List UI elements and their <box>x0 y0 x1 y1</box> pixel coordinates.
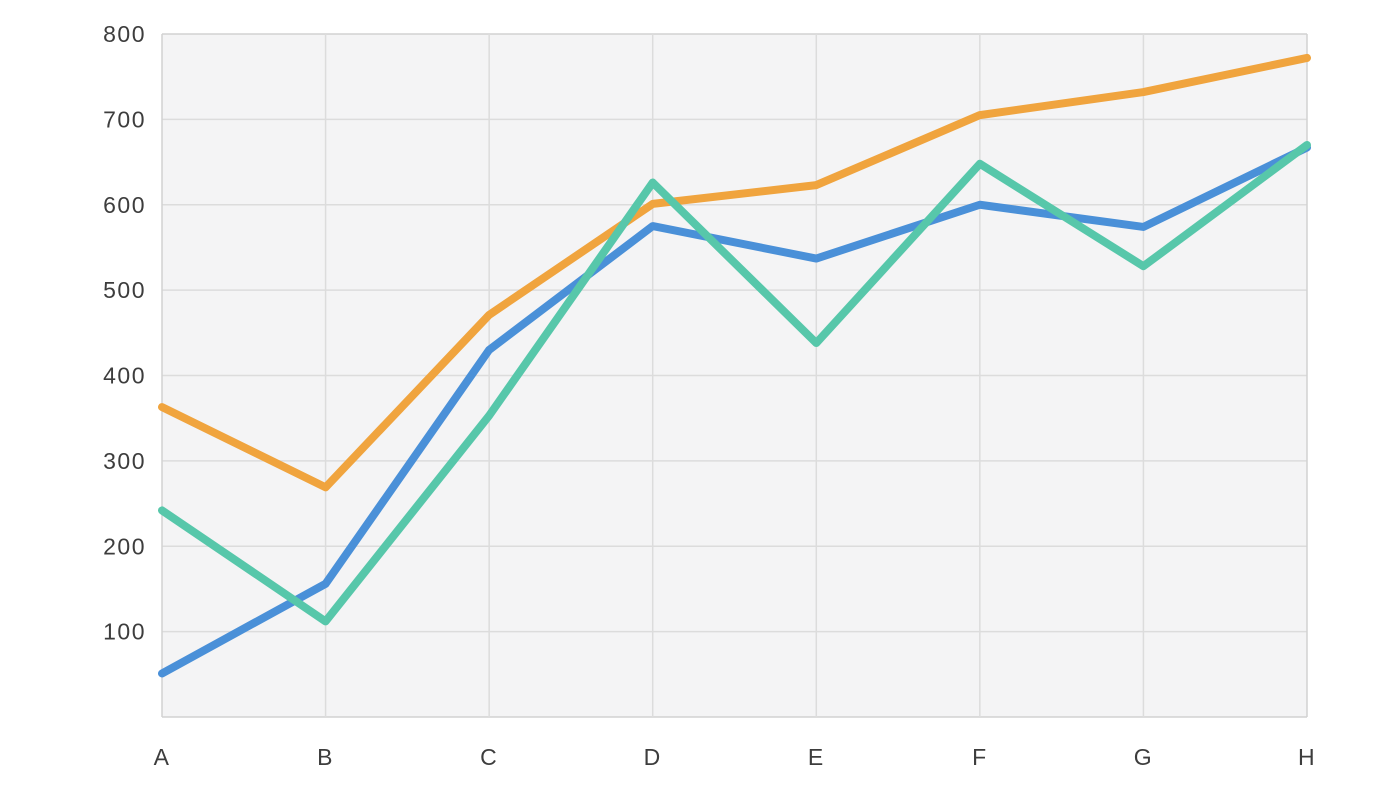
x-tick-label: H <box>1298 744 1316 770</box>
series-line-orange <box>158 53 1311 492</box>
x-tick-label: D <box>644 744 662 770</box>
y-tick-label: 400 <box>103 363 146 389</box>
y-tick-label: 800 <box>103 21 146 47</box>
y-tick-label: 700 <box>103 106 146 132</box>
x-tick-label: B <box>317 744 334 770</box>
x-tick-label: C <box>480 744 498 770</box>
y-tick-label: 600 <box>103 192 146 218</box>
y-tick-label: 300 <box>103 448 146 474</box>
x-tick-label: A <box>154 744 171 770</box>
x-tick-label: F <box>972 744 988 770</box>
x-tick-label: E <box>808 744 825 770</box>
y-tick-label: 500 <box>103 277 146 303</box>
x-tick-label: G <box>1134 744 1153 770</box>
y-tick-label: 200 <box>103 533 146 559</box>
series-line-teal <box>158 140 1311 626</box>
y-tick-label: 100 <box>103 619 146 645</box>
series-line-blue <box>158 143 1311 678</box>
